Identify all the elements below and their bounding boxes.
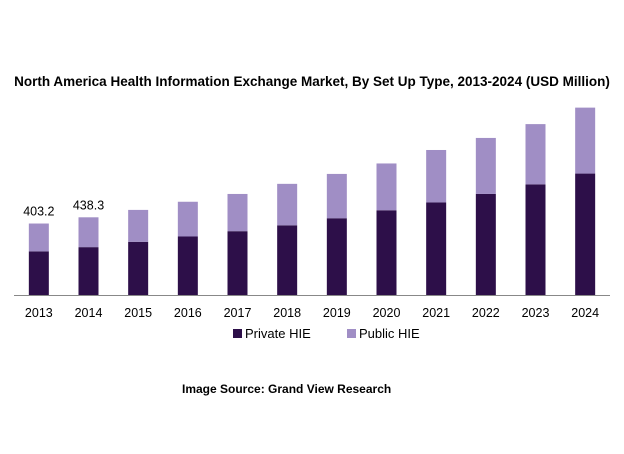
bar-private-2023 — [525, 184, 546, 295]
legend-label-public: Public HIE — [359, 326, 420, 341]
bar-private-2017 — [227, 231, 248, 295]
chart-title: North America Health Information Exchang… — [14, 74, 610, 89]
bar-private-2021 — [426, 202, 447, 295]
x-tick-2020: 2020 — [373, 306, 401, 320]
bar-public-2022 — [475, 137, 496, 194]
x-tick-labels: 2013 2014 2015 2016 2017 2018 2019 2020 2021 2022… — [25, 306, 599, 320]
x-tick-2019: 2019 — [323, 306, 351, 320]
bar-private-2022 — [475, 193, 496, 295]
bar-private-2020 — [376, 210, 397, 295]
x-tick-2013: 2013 — [25, 306, 53, 320]
bar-public-2024 — [575, 107, 596, 174]
x-tick-2022: 2022 — [472, 306, 500, 320]
legend: Private HIE Public HIE — [233, 326, 420, 341]
bar-public-2013 — [28, 223, 49, 252]
bar-public-2020 — [376, 163, 397, 211]
x-tick-2014: 2014 — [75, 306, 103, 320]
bar-public-2019 — [326, 173, 347, 219]
bars-group — [28, 107, 596, 295]
bar-private-2018 — [277, 225, 298, 295]
bar-private-2016 — [177, 236, 198, 295]
data-label-2014: 438.3 — [73, 198, 104, 212]
data-labels: 403.2 438.3 — [23, 198, 104, 218]
image-source-caption: Image Source: Grand View Research — [182, 382, 392, 396]
bar-public-2018 — [277, 183, 298, 226]
bar-public-2017 — [227, 193, 248, 232]
data-label-2013: 403.2 — [23, 205, 54, 219]
bar-private-2013 — [28, 251, 49, 295]
x-tick-2016: 2016 — [174, 306, 202, 320]
legend-swatch-public — [347, 329, 356, 338]
x-tick-2024: 2024 — [571, 306, 599, 320]
bar-public-2021 — [426, 149, 447, 203]
x-tick-2015: 2015 — [124, 306, 152, 320]
bar-public-2023 — [525, 124, 546, 185]
bar-private-2014 — [78, 247, 99, 295]
legend-label-private: Private HIE — [245, 326, 311, 341]
x-tick-2023: 2023 — [522, 306, 550, 320]
x-tick-2021: 2021 — [422, 306, 450, 320]
bar-public-2014 — [78, 217, 99, 248]
x-tick-2018: 2018 — [273, 306, 301, 320]
bar-private-2019 — [326, 218, 347, 295]
bar-private-2015 — [128, 241, 149, 295]
bar-private-2024 — [575, 173, 596, 295]
legend-swatch-private — [233, 329, 242, 338]
bar-public-2015 — [128, 209, 149, 242]
bar-public-2016 — [177, 201, 198, 237]
x-tick-2017: 2017 — [224, 306, 252, 320]
